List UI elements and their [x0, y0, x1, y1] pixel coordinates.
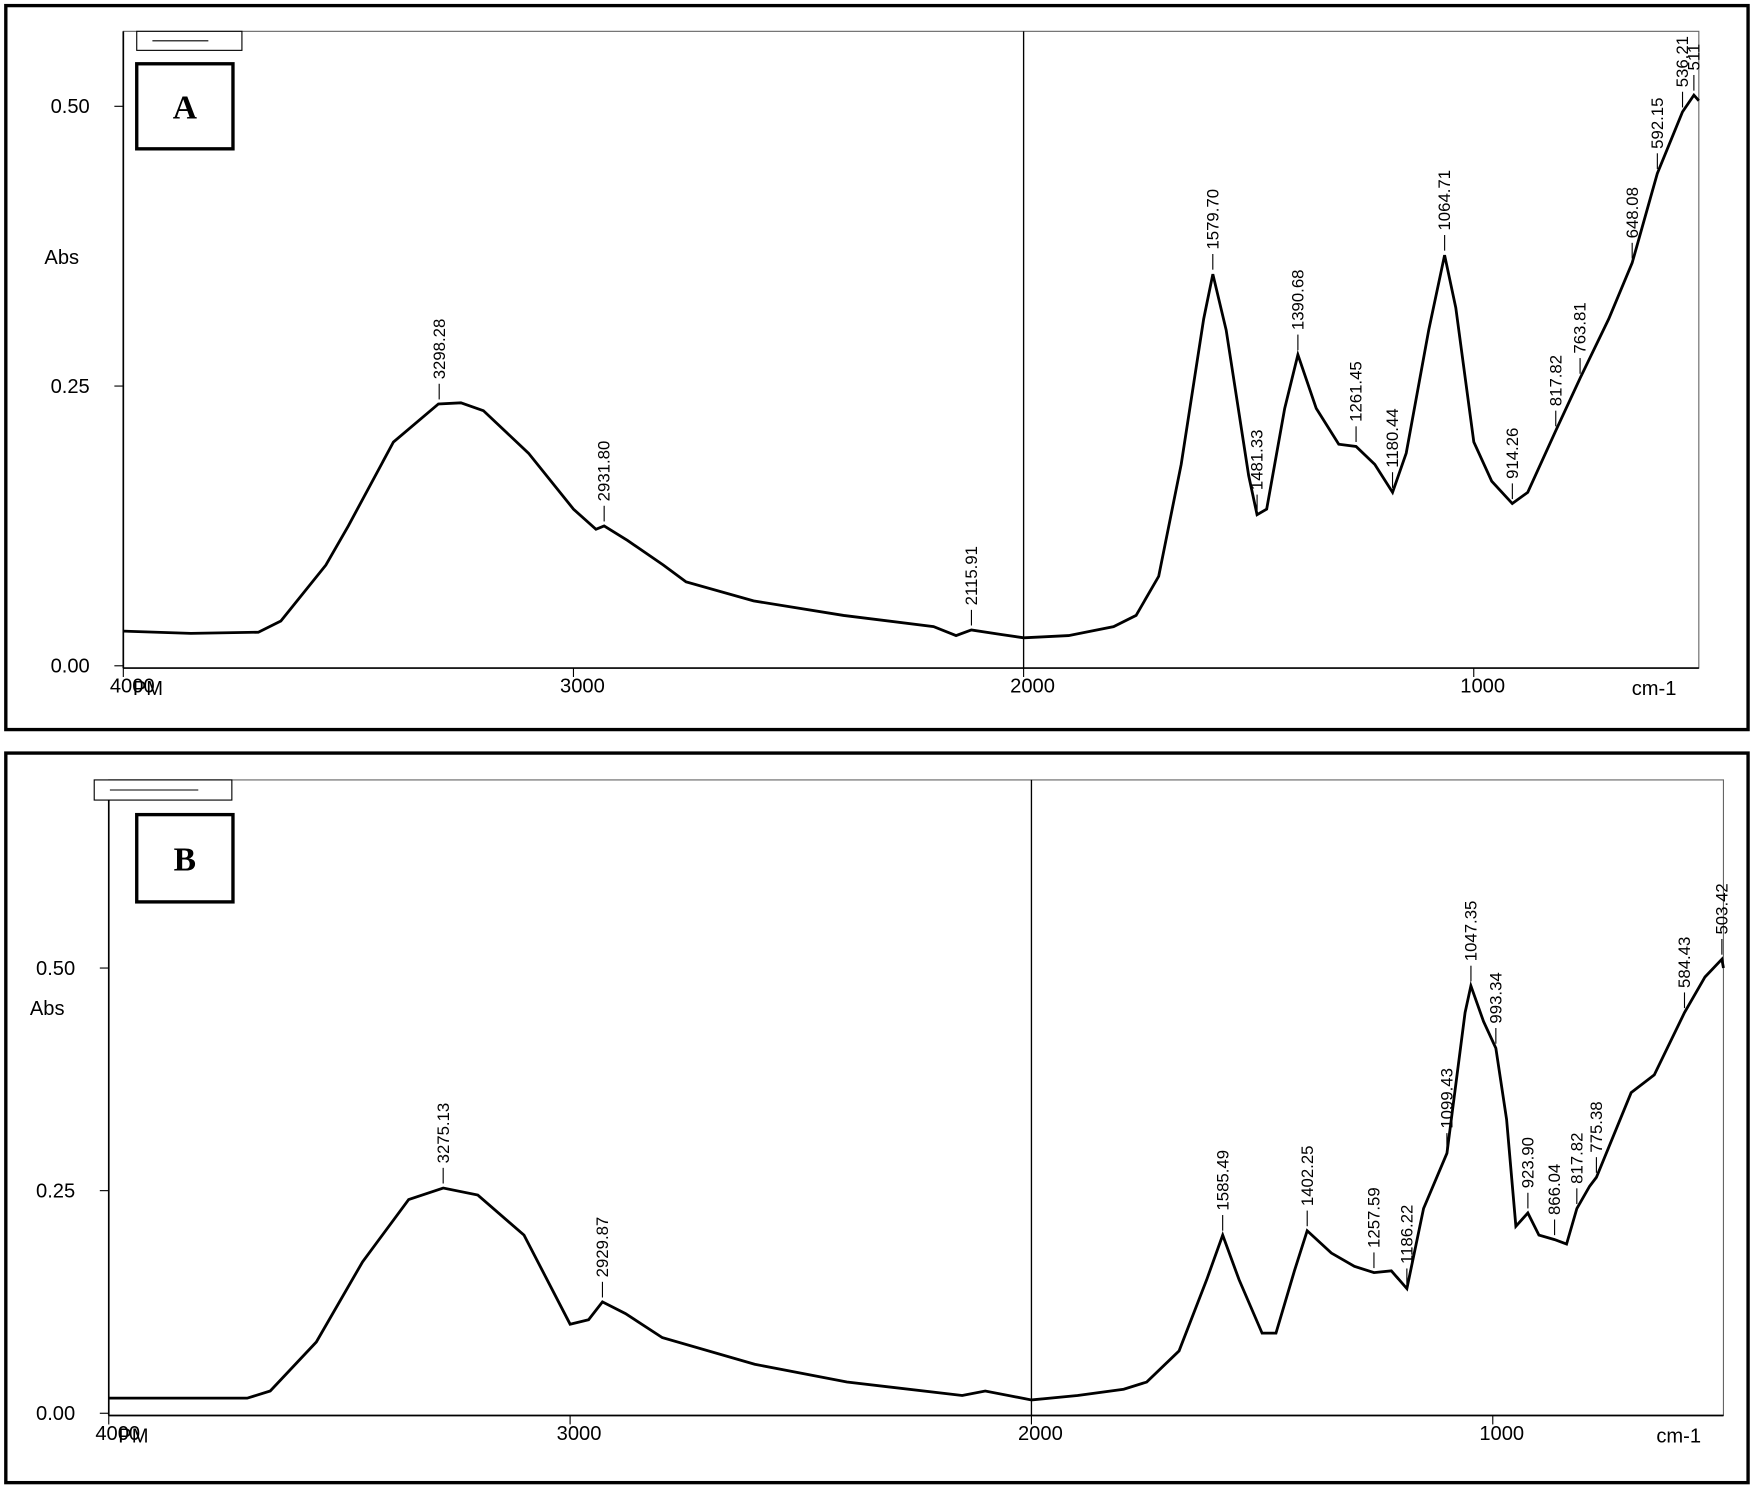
peak-label: 503.42	[1712, 883, 1731, 934]
panel-label: B	[174, 842, 196, 879]
x-tick-label: 2000	[1018, 1423, 1063, 1445]
peak-label: 817.82	[1546, 355, 1565, 406]
peak-label: 536.21	[1673, 36, 1692, 87]
y-axis-label: Abs	[44, 247, 79, 269]
peak-label: 1481.33	[1248, 430, 1267, 491]
peak-label: 592.15	[1648, 98, 1667, 149]
x-tick-label: 3000	[557, 1423, 602, 1445]
x-tick-label: 3000	[560, 676, 605, 698]
y-tick-label: 0.50	[51, 96, 90, 118]
panel-label-box	[135, 62, 235, 151]
peak-label: 648.08	[1623, 187, 1642, 238]
y-axis-label: Abs	[30, 998, 65, 1020]
peak-label: 1099.43	[1438, 1068, 1457, 1129]
peak-label: 817.82	[1567, 1133, 1586, 1184]
panel-frame	[4, 751, 1750, 1485]
peak-label: 1390.68	[1288, 269, 1307, 330]
peak-label: 1402.25	[1298, 1145, 1317, 1206]
peak-label: 2929.87	[593, 1217, 612, 1278]
peak-label: 584.43	[1675, 937, 1694, 988]
plot-frame	[108, 779, 1725, 1417]
peak-label: 3298.28	[430, 319, 449, 380]
peak-label: 1064.71	[1435, 170, 1454, 231]
peak-label: 1579.70	[1203, 189, 1222, 250]
peak-label: 1585.49	[1213, 1150, 1232, 1211]
y-tick-label: 0.00	[51, 656, 90, 678]
peak-label: 763.81	[1571, 302, 1590, 353]
corner-label: PM	[118, 1425, 148, 1447]
x-tick-label: 4000	[110, 676, 155, 698]
peak-label: 1257.59	[1365, 1187, 1384, 1248]
x-axis-label: cm-1	[1656, 1425, 1701, 1447]
x-tick-label: 4000	[95, 1423, 140, 1445]
peak-label: 2931.80	[595, 441, 614, 502]
peak-label: 923.90	[1518, 1137, 1537, 1188]
x-tick-label: 2000	[1010, 676, 1055, 698]
y-tick-label: 0.25	[51, 376, 90, 398]
peak-label: 3275.13	[434, 1103, 453, 1164]
y-tick-label: 0.00	[36, 1403, 75, 1425]
x-tick-label: 1000	[1460, 676, 1505, 698]
x-axis-label: cm-1	[1632, 678, 1677, 700]
panel-label: A	[173, 90, 197, 127]
y-tick-label: 0.25	[36, 1180, 75, 1202]
peak-label: 866.04	[1545, 1164, 1564, 1215]
x-tick-label: 1000	[1479, 1423, 1524, 1445]
spectrum-line	[108, 956, 1725, 1402]
peak-label: 1261.45	[1347, 361, 1366, 422]
peak-label: 1186.22	[1397, 1205, 1416, 1264]
panel-label-box	[135, 812, 235, 904]
peak-label: 1180.44	[1383, 408, 1402, 467]
corner-label: PM	[133, 678, 163, 700]
spectrum-line	[123, 92, 1700, 640]
panel-frame	[4, 3, 1750, 732]
peak-label: 914.26	[1503, 428, 1522, 479]
peak-label: 511	[1684, 44, 1703, 71]
peak-label: 1047.35	[1462, 901, 1481, 962]
y-tick-label: 0.50	[36, 958, 75, 980]
peak-label: 2115.91	[962, 546, 981, 605]
peak-label: 993.34	[1486, 972, 1505, 1023]
peak-label: 775.38	[1587, 1101, 1606, 1152]
